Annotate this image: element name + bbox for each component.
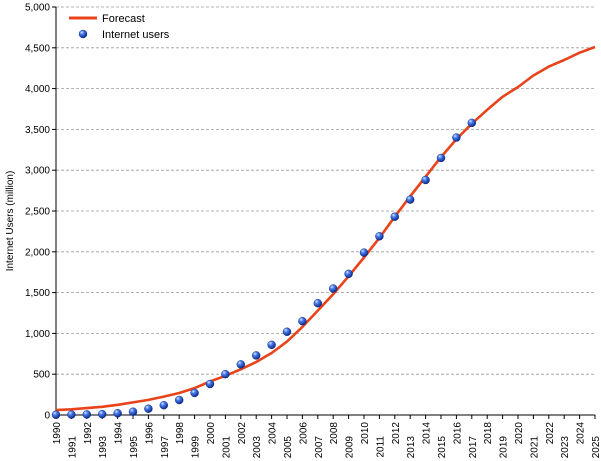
x-tick-label: 2023 [560,436,571,459]
data-point [375,232,384,241]
data-point [267,340,276,350]
gridlines [56,6,595,375]
x-tick-label: 2015 [437,436,448,459]
x-axis-ticks: 1990 1991 1992 1993 1994 1995 1996 1997 1998 1999… [52,415,601,458]
x-tick-label: 2001 [221,436,232,459]
x-tick-label: 2008 [329,422,340,445]
data-point [282,327,292,336]
data-point [190,388,199,398]
x-tick-label: 2024 [576,422,587,445]
data-point [406,195,415,204]
x-tick-label: 2017 [468,436,479,459]
data-point [329,284,338,293]
data-point [97,409,107,419]
x-tick-label: 1990 [52,422,63,445]
y-tick-label: 2,000 [25,247,50,258]
y-tick-label: 0 [44,411,50,422]
y-tick-label: 4,500 [25,43,50,54]
data-point [128,407,138,416]
y-tick-label: 1,500 [25,288,50,299]
x-tick-label: 2019 [499,436,510,459]
data-point [359,248,369,257]
x-tick-label: 1995 [129,436,140,459]
forecast-series [55,45,596,412]
data-point [313,299,322,308]
y-tick-label: 5,000 [25,3,50,14]
x-tick-label: 2009 [345,436,356,459]
data-point [390,212,399,221]
y-tick-label: 3,500 [25,125,50,136]
x-tick-label: 2013 [406,436,417,459]
x-tick-label: 2018 [483,422,494,445]
x-tick-label: 2025 [591,436,601,459]
forecast-line [55,45,596,412]
data-point [452,133,461,142]
x-tick-label: 2007 [314,436,325,459]
x-tick-label: 1991 [67,436,78,459]
y-tick-label: 4,000 [25,84,50,95]
data-point [174,395,184,405]
legend-forecast-label: Forecast [102,13,145,25]
x-tick-label: 2021 [529,436,540,459]
data-point [421,175,430,185]
x-tick-label: 2010 [360,422,371,445]
data-point [159,401,169,410]
data-point [252,351,261,360]
x-tick-label: 1998 [175,422,186,445]
x-tick-label: 1996 [144,422,155,445]
x-tick-label: 1993 [98,436,109,459]
x-tick-label: 2020 [514,422,525,445]
data-point [467,118,476,128]
x-tick-label: 2006 [298,422,309,445]
data-point [236,360,246,369]
y-tick-label: 3,000 [25,166,50,177]
data-point [436,153,446,163]
data-point [298,316,307,326]
x-tick-label: 2003 [252,436,263,459]
data-point [82,410,92,419]
x-tick-label: 1997 [160,436,171,459]
legend-internet-users-swatch [78,29,88,39]
data-point [205,379,215,389]
y-tick-label: 2,500 [25,207,50,218]
data-point [113,409,122,418]
x-tick-label: 2005 [283,436,294,459]
y-tick-label: 500 [33,370,50,381]
x-tick-label: 2011 [375,436,386,458]
data-point [67,410,76,419]
data-point [221,370,230,379]
x-tick-label: 2014 [422,422,433,445]
x-tick-label: 1992 [83,422,94,445]
data-point [344,269,353,279]
y-axis-ticks: 0 500 1,000 1,500 2,000 2,500 3,000 3,500 4,000 4… [25,3,56,422]
legend: Forecast Internet users [69,13,170,41]
data-point [51,410,61,419]
x-tick-label: 2022 [545,422,556,445]
x-tick-label: 1994 [114,422,125,445]
legend-internet-users-label: Internet users [102,29,170,41]
y-tick-label: 1,000 [25,329,50,340]
x-tick-label: 2012 [391,422,402,445]
x-tick-label: 2004 [268,422,279,445]
x-tick-label: 2000 [206,422,217,445]
internet-users-series [51,118,476,419]
x-tick-label: 2016 [452,422,463,445]
x-tick-label: 2002 [237,422,248,445]
y-axis-label: Internet Users (million) [5,171,16,272]
x-tick-label: 1999 [191,436,202,459]
data-point [144,404,153,413]
